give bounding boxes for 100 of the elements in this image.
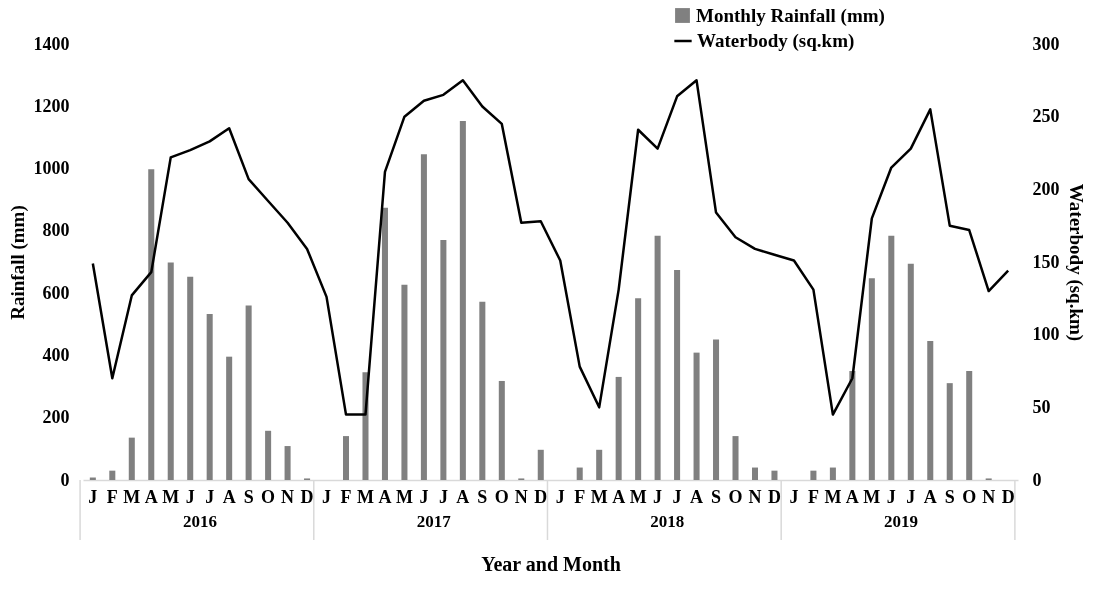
bar bbox=[927, 341, 934, 480]
x-tick-label: A bbox=[456, 486, 470, 507]
x-tick-label: N bbox=[281, 486, 295, 507]
x-tick-label: M bbox=[629, 486, 647, 507]
bar bbox=[284, 446, 291, 480]
x-tick-label: D bbox=[767, 486, 781, 507]
x-tick-label: O bbox=[728, 486, 743, 507]
y-tick-label: 0 bbox=[60, 469, 70, 490]
x-tick-label: M bbox=[162, 486, 180, 507]
bar bbox=[751, 467, 759, 480]
y2-tick-label: 0 bbox=[1032, 469, 1042, 490]
bar bbox=[148, 169, 155, 480]
x-tick-label: J bbox=[653, 486, 663, 507]
x-tick-label: F bbox=[574, 486, 586, 507]
x-tick-label: N bbox=[514, 486, 528, 507]
bar bbox=[576, 467, 583, 480]
x-tick-label: O bbox=[962, 486, 977, 507]
x-tick-label: F bbox=[340, 486, 352, 507]
x-tick-label: M bbox=[395, 486, 413, 507]
x-tick-label: J bbox=[322, 486, 332, 507]
y2-tick-label: 150 bbox=[1032, 251, 1060, 272]
bar bbox=[810, 470, 817, 480]
bar bbox=[420, 154, 427, 480]
x-tick-label: D bbox=[1001, 486, 1015, 507]
x-axis-title: Year and Month bbox=[481, 552, 621, 575]
x-tick-label: A bbox=[144, 486, 158, 507]
bar bbox=[654, 235, 661, 480]
text: 2019 bbox=[884, 512, 919, 531]
bar bbox=[498, 380, 505, 480]
x-tick-label: J bbox=[438, 486, 448, 507]
bar bbox=[693, 352, 700, 480]
bar bbox=[342, 436, 350, 480]
bar bbox=[479, 301, 486, 480]
bar bbox=[245, 305, 252, 480]
bar bbox=[888, 235, 895, 480]
x-tick-label: S bbox=[711, 486, 722, 507]
bar bbox=[401, 284, 408, 480]
x-tick-label: N bbox=[982, 486, 996, 507]
x-tick-label: O bbox=[261, 486, 276, 507]
x-tick-label: J bbox=[88, 486, 98, 507]
text: 2018 bbox=[650, 512, 685, 531]
x-tick-label: J bbox=[672, 486, 682, 507]
x-tick-label: J bbox=[419, 486, 429, 507]
line-series bbox=[91, 79, 1010, 416]
y2-tick-label: 250 bbox=[1032, 106, 1060, 127]
bar bbox=[868, 278, 875, 480]
bar bbox=[615, 376, 622, 480]
x-tick-label: J bbox=[789, 486, 799, 507]
x-tick-label: F bbox=[807, 486, 819, 507]
bar bbox=[128, 437, 135, 480]
bar bbox=[713, 339, 720, 480]
bar bbox=[537, 449, 544, 480]
x-tick-label: A bbox=[690, 486, 704, 507]
y-tick-label: 800 bbox=[42, 220, 70, 241]
bar bbox=[849, 371, 856, 480]
bar bbox=[771, 470, 778, 480]
bar bbox=[635, 298, 642, 480]
x-tick-label: J bbox=[886, 486, 896, 507]
bar bbox=[732, 436, 739, 480]
x-tick-label: A bbox=[222, 486, 236, 507]
bar bbox=[946, 383, 953, 480]
y2-tick-label: 300 bbox=[1032, 33, 1060, 54]
x-tick-label: M bbox=[123, 486, 141, 507]
legend-label: Waterbody (sq.km) bbox=[697, 30, 855, 52]
y-tick-label: 1400 bbox=[33, 33, 70, 54]
bar bbox=[829, 467, 836, 480]
y2-tick-label: 50 bbox=[1032, 396, 1051, 417]
x-tick-label: M bbox=[824, 486, 842, 507]
x-tick-label: S bbox=[243, 486, 254, 507]
x-tick-label: D bbox=[300, 486, 314, 507]
bar bbox=[187, 276, 194, 480]
bar bbox=[167, 262, 174, 480]
y-tick-label: 400 bbox=[42, 344, 70, 365]
text: 2016 bbox=[182, 512, 217, 531]
x-tick-label: M bbox=[356, 486, 374, 507]
bar bbox=[226, 356, 233, 480]
x-tick-label: J bbox=[205, 486, 215, 507]
bar bbox=[596, 449, 603, 480]
x-tick-label: S bbox=[944, 486, 955, 507]
x-tick-label: A bbox=[923, 486, 937, 507]
x-tick-label: O bbox=[494, 486, 509, 507]
x-tick-label: S bbox=[477, 486, 488, 507]
y2-axis-title: Waterbody (sq.km) bbox=[1064, 183, 1087, 342]
legend-label: Monthly Rainfall (mm) bbox=[696, 4, 885, 27]
x-tick-label: M bbox=[863, 486, 881, 507]
x-tick-label: J bbox=[906, 486, 916, 507]
bar bbox=[674, 270, 681, 480]
y2-tick-label: 200 bbox=[1032, 178, 1060, 199]
x-tick-label: J bbox=[555, 486, 565, 507]
bar bbox=[265, 430, 272, 480]
x-tick-label: J bbox=[185, 486, 195, 507]
x-tick-label: M bbox=[590, 486, 608, 507]
y-tick-label: 1200 bbox=[33, 95, 70, 116]
bar bbox=[206, 314, 213, 480]
bar bbox=[966, 371, 973, 480]
y2-tick-label: 100 bbox=[1032, 324, 1060, 345]
x-tick-label: N bbox=[748, 486, 762, 507]
y-tick-label: 600 bbox=[42, 282, 70, 303]
x-tick-label: A bbox=[612, 486, 626, 507]
x-tick-label: A bbox=[378, 486, 392, 507]
